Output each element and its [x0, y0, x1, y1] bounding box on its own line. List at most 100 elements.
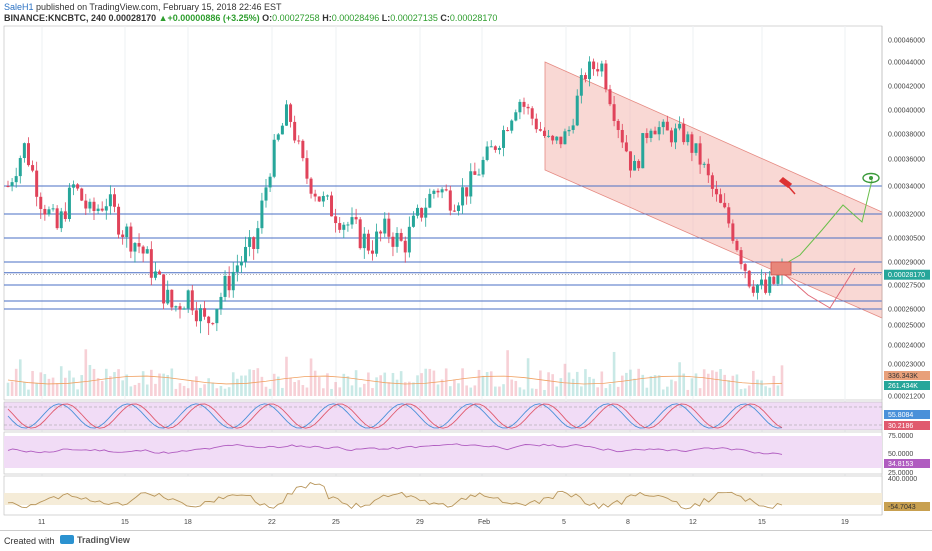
candle: [456, 205, 460, 212]
volume-bar: [625, 372, 628, 396]
volume-bar: [215, 388, 219, 396]
candle: [31, 165, 35, 171]
x-tick-label: 18: [184, 519, 192, 526]
volume-bar: [768, 387, 772, 396]
volume-bar: [100, 381, 104, 396]
x-tick-label: 15: [121, 519, 129, 526]
y-tick-label: 0.00044000: [888, 60, 925, 67]
candle: [686, 134, 690, 143]
volume-bar: [469, 387, 473, 396]
chart-canvas[interactable]: 11 15 18 22 25 29 Feb 5 8 12 15 19 0.00046000 0.00044…: [0, 0, 932, 530]
volume-bar: [23, 382, 26, 396]
rsi-tag: [884, 459, 930, 468]
candle: [555, 136, 559, 141]
candle: [100, 208, 104, 211]
volume-bar: [571, 378, 575, 396]
candle: [272, 139, 276, 177]
volume-bar: [207, 378, 210, 396]
volume-bar: [379, 375, 382, 396]
volume-bar: [715, 371, 718, 396]
volume-bar: [170, 368, 174, 396]
candle: [227, 275, 231, 291]
candle: [461, 187, 465, 206]
volume-bar: [133, 384, 137, 396]
volume-bar: [227, 387, 231, 396]
volume-bar: [145, 384, 149, 396]
candle: [334, 216, 338, 224]
volume-bar: [780, 365, 784, 396]
volume-bar: [72, 377, 75, 396]
volume-bar: [203, 384, 206, 396]
candle: [440, 189, 444, 193]
stoch-d-tag: [884, 421, 930, 430]
rsi-tick-label: 75.0000: [888, 433, 913, 440]
y-tick-label: 0.00038000: [888, 132, 925, 139]
volume-bar: [236, 378, 239, 396]
symbol-line: BINANCE:KNCBTC, 240 0.00028170 ▲+0.00000…: [4, 13, 497, 23]
y-tick-label: 0.00040000: [888, 108, 925, 115]
candle: [35, 170, 39, 197]
candle: [747, 270, 751, 287]
change-up-icon: ▲: [158, 13, 168, 23]
volume-bar: [436, 384, 440, 396]
volume-bar: [27, 389, 30, 396]
volume-bar: [166, 375, 170, 396]
candle: [194, 310, 198, 322]
candle: [276, 134, 280, 140]
volume-bar: [55, 383, 59, 396]
volume-bar: [43, 374, 47, 396]
x-tick-label: 8: [626, 519, 630, 526]
author-link[interactable]: SaleH1: [4, 2, 34, 12]
y-tick-label: 0.00032000: [888, 212, 925, 219]
volume-bar: [47, 378, 51, 396]
candle: [526, 106, 530, 109]
candle: [571, 125, 575, 130]
volume-bar: [18, 359, 22, 396]
created-with-text: Created with: [4, 536, 55, 546]
tradingview-logo[interactable]: TradingView: [60, 535, 130, 545]
candle: [43, 208, 47, 215]
y-tick-label: 0.00024000: [888, 343, 925, 350]
volume-bar: [64, 377, 67, 396]
candle: [166, 289, 170, 304]
y-tick-label: 0.00025000: [888, 323, 925, 330]
candle: [297, 140, 301, 142]
volume-bar: [371, 388, 374, 396]
y-tick-label: 0.00029000: [888, 260, 925, 267]
volume-bar: [125, 374, 129, 396]
candle: [649, 130, 653, 138]
volume-bar: [113, 372, 116, 396]
volume-bar: [240, 375, 243, 396]
volume-bar: [489, 371, 493, 396]
candle: [186, 290, 190, 309]
candle: [6, 186, 10, 187]
volume-bar: [510, 379, 514, 396]
volume-bar: [109, 376, 112, 396]
candle: [350, 217, 354, 225]
volume-bar: [264, 386, 268, 396]
volume-bar: [453, 379, 456, 396]
candle: [63, 211, 67, 219]
candle: [239, 261, 243, 266]
candle: [690, 134, 694, 153]
candle: [641, 133, 645, 169]
candle: [387, 218, 391, 237]
candle: [588, 61, 592, 80]
candle: [231, 271, 235, 291]
candle: [436, 190, 440, 193]
candle: [547, 135, 551, 137]
x-tick-label: 19: [841, 519, 849, 526]
cci-tag: [884, 502, 930, 511]
volume-bar: [731, 375, 735, 396]
volume-bar: [694, 373, 698, 396]
volume-bar: [620, 375, 624, 396]
y-tick-label: 0.00036000: [888, 157, 925, 164]
candle: [104, 206, 108, 211]
candle: [321, 195, 325, 202]
volume-bar: [244, 375, 247, 396]
volume-bar: [580, 386, 583, 396]
candle: [518, 101, 522, 113]
volume-bar: [584, 369, 587, 396]
last-price: 0.00028170: [108, 13, 157, 23]
candle: [678, 123, 682, 129]
